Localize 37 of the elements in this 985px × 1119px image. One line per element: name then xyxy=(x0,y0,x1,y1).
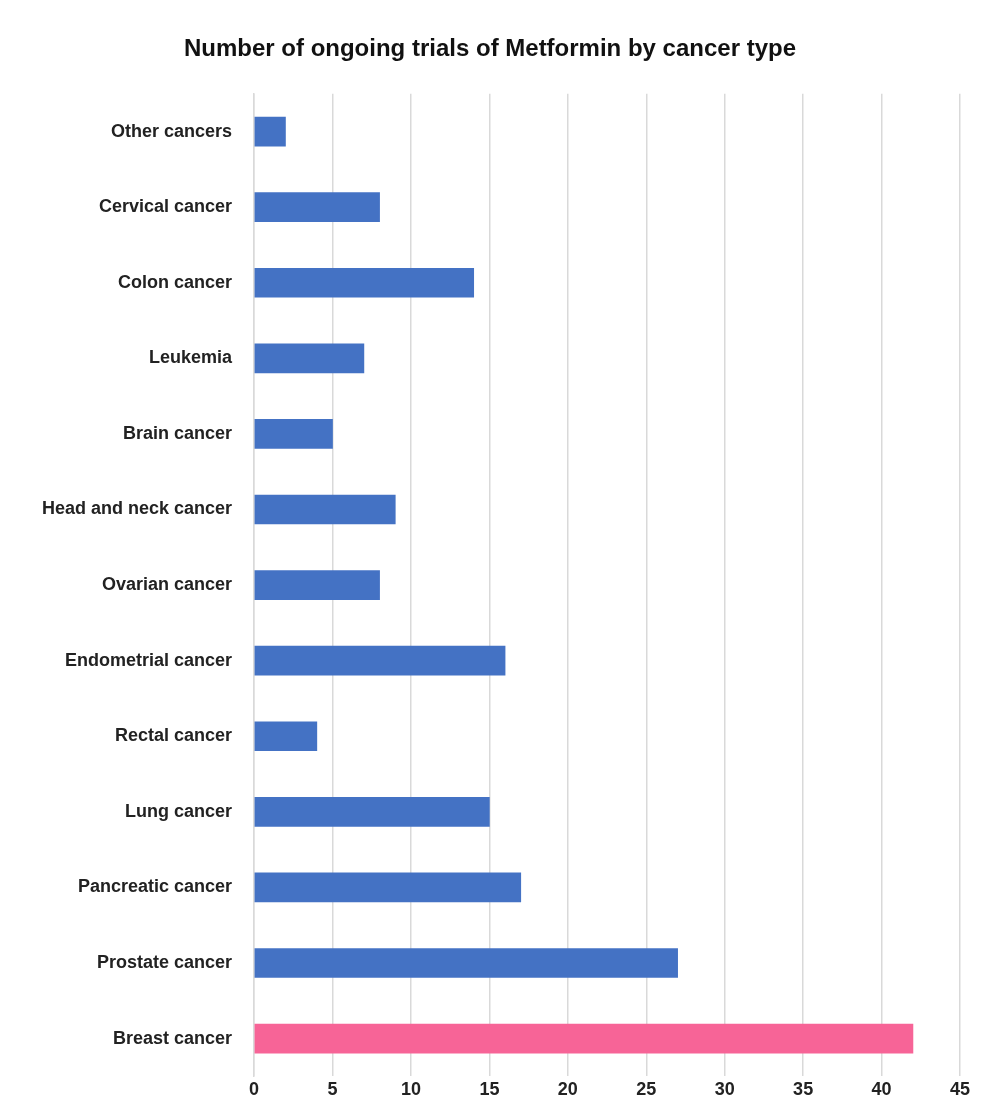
bar xyxy=(254,343,365,374)
x-tick-label: 35 xyxy=(793,1079,814,1100)
y-tick-label: Lung cancer xyxy=(125,800,233,821)
bar xyxy=(254,192,380,223)
y-tick-label: Other cancers xyxy=(111,120,233,141)
bar xyxy=(254,494,396,525)
y-tick-label: Prostate cancer xyxy=(97,951,233,972)
y-tick-label: Ovarian cancer xyxy=(102,574,233,595)
chart-title: Number of ongoing trials of Metformin by cancer type xyxy=(183,34,797,62)
bar xyxy=(254,116,286,147)
x-tick-label: 20 xyxy=(557,1079,578,1100)
bar xyxy=(254,267,475,298)
y-tick-label: Endometrial cancer xyxy=(65,649,233,670)
x-tick-label: 30 xyxy=(714,1079,735,1100)
bar xyxy=(254,419,333,449)
y-tick-label: Head and neck cancer xyxy=(42,498,233,519)
bar xyxy=(254,872,522,903)
x-tick-label: 0 xyxy=(249,1079,260,1100)
bar xyxy=(254,1023,914,1054)
x-tick-label: 10 xyxy=(400,1079,421,1100)
x-tick-label: 40 xyxy=(871,1079,892,1100)
x-tick-label: 45 xyxy=(949,1079,971,1100)
y-tick-label: Rectal cancer xyxy=(115,725,233,746)
x-tick-label: 15 xyxy=(479,1079,500,1100)
y-tick-label: Breast cancer xyxy=(113,1027,233,1048)
bar xyxy=(254,797,490,827)
y-tick-label: Colon cancer xyxy=(118,271,233,292)
x-tick-label: 25 xyxy=(636,1079,657,1100)
bar xyxy=(254,721,318,752)
bar xyxy=(254,570,380,600)
x-tick-label: 5 xyxy=(327,1079,338,1100)
y-tick-label: Pancreatic cancer xyxy=(77,876,233,897)
y-tick-label: Leukemia xyxy=(149,347,234,368)
bar xyxy=(254,645,506,676)
y-tick-label: Cervical cancer xyxy=(99,196,233,217)
bar xyxy=(254,948,678,978)
y-tick-label: Brain cancer xyxy=(123,422,233,443)
